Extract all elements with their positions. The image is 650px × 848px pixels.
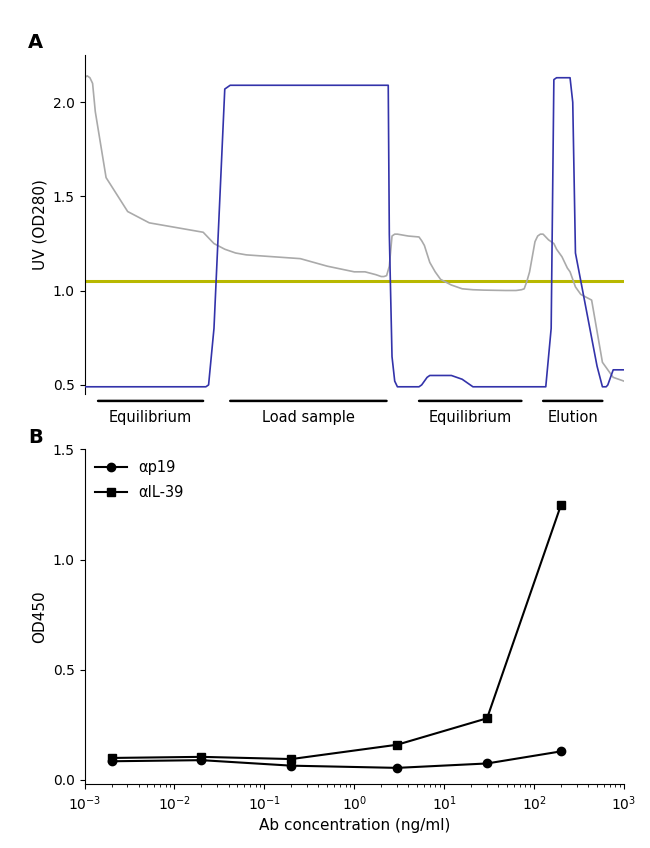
αp19 — [287, 761, 295, 771]
Legend: αp19, αIL-39: αp19, αIL-39 — [89, 454, 190, 505]
αIL-39 — [287, 754, 295, 764]
αp19 — [198, 755, 205, 765]
Line: αIL-39: αIL-39 — [107, 500, 566, 763]
αIL-39 — [483, 713, 491, 723]
αp19 — [108, 756, 116, 767]
Text: Equilibrium: Equilibrium — [428, 410, 512, 426]
αp19 — [557, 746, 565, 756]
Text: Load sample: Load sample — [262, 410, 355, 426]
Y-axis label: OD450: OD450 — [32, 590, 47, 644]
Text: A: A — [28, 33, 43, 53]
Y-axis label: UV (OD280): UV (OD280) — [32, 179, 47, 271]
αIL-39 — [108, 753, 116, 763]
αp19 — [483, 758, 491, 768]
αIL-39 — [557, 499, 565, 510]
αp19 — [393, 763, 401, 773]
Text: Elution: Elution — [547, 410, 598, 426]
X-axis label: Ab concentration (ng/ml): Ab concentration (ng/ml) — [259, 818, 450, 834]
αIL-39 — [198, 752, 205, 762]
Line: αp19: αp19 — [107, 747, 566, 772]
αIL-39 — [393, 739, 401, 750]
Text: Equilibrium: Equilibrium — [109, 410, 192, 426]
Text: B: B — [28, 427, 43, 447]
